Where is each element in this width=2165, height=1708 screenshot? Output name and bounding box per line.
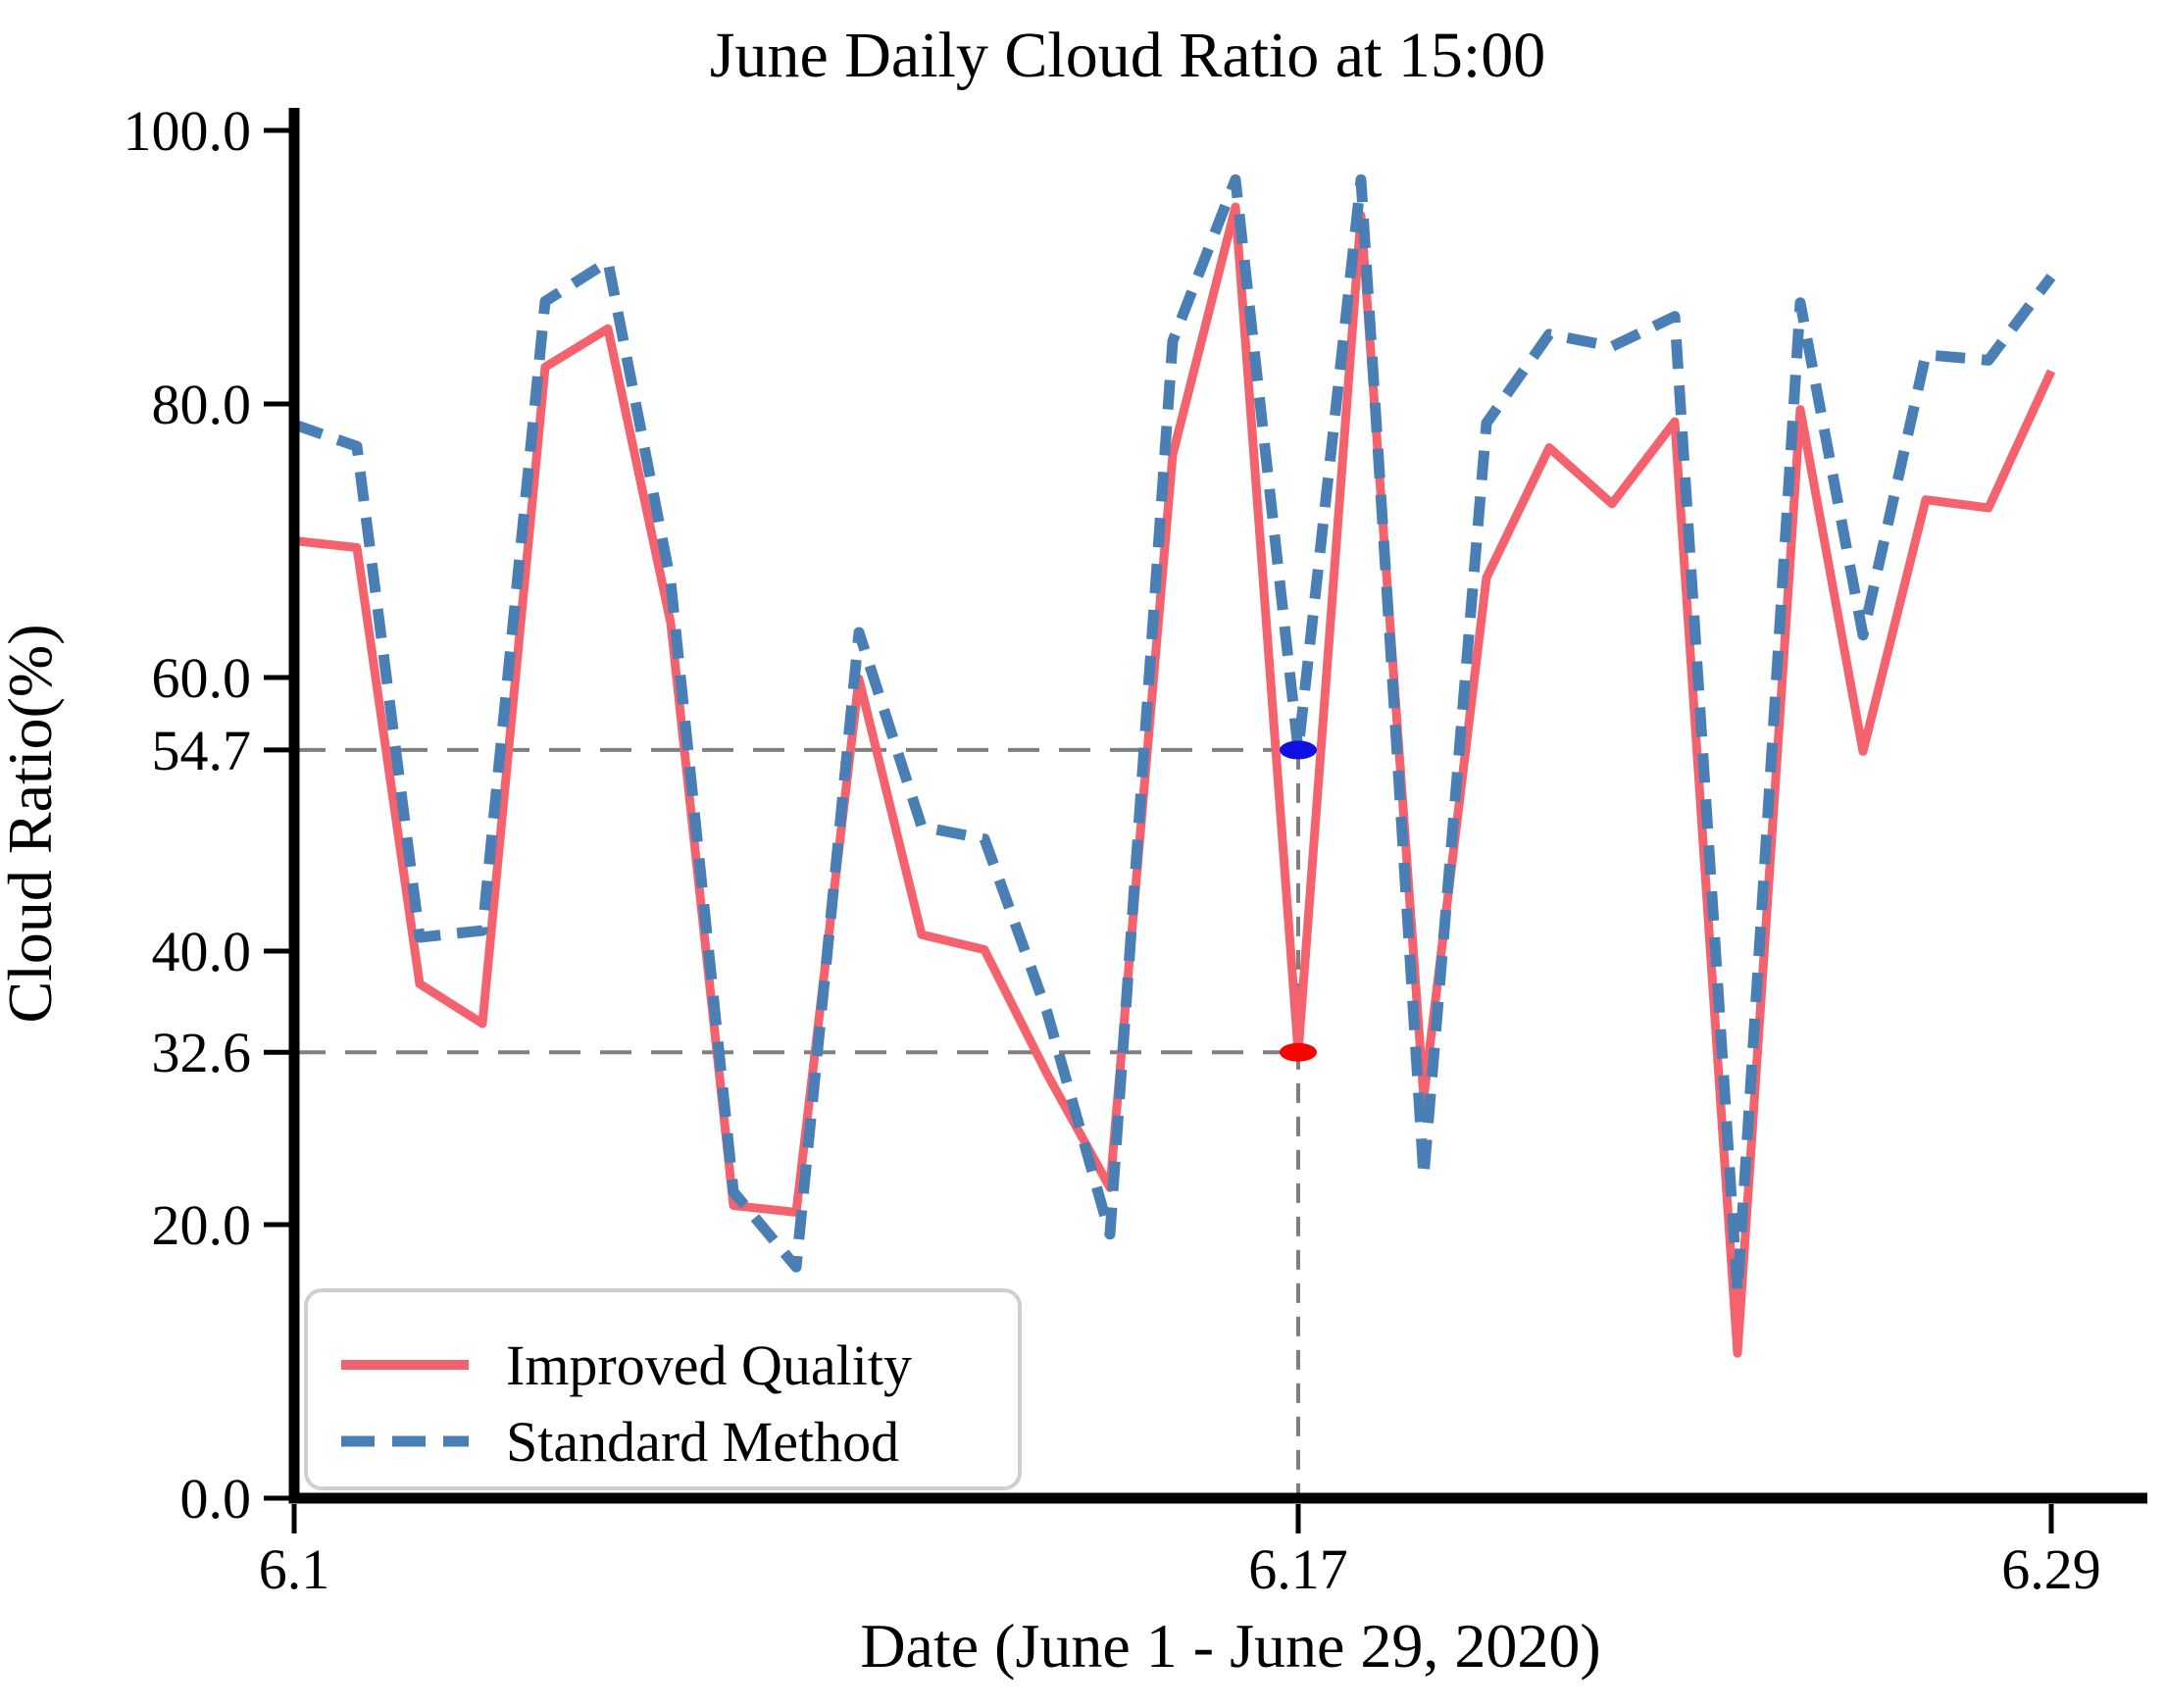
- y-axis-label: Cloud Ratio(%): [0, 624, 65, 1023]
- series-line-improved-quality: [293, 202, 2056, 1358]
- y-tick-label-40.0: 40.0: [152, 920, 252, 983]
- series-lines: [292, 174, 2056, 1358]
- x-tick-label-6.29: 6.29: [2001, 1537, 2101, 1601]
- x-tick-label-6.1: 6.1: [259, 1537, 330, 1601]
- y-tick-label-20.0: 20.0: [152, 1193, 252, 1257]
- y-tick-label-80.0: 80.0: [152, 373, 252, 436]
- y-tick-label-0.0: 0.0: [180, 1467, 252, 1531]
- axis-ticks: 0.0 20.0 32.6 40.0 54.7 60.0 80.0 100.0 6.1 6.17 6…: [124, 99, 2101, 1601]
- highlight-dot-standard-method: [1280, 740, 1317, 760]
- reference-dashed-lines: [294, 747, 1300, 1502]
- highlight-dot-improved-quality: [1280, 1042, 1317, 1062]
- y-tick-label-54.7: 54.7: [152, 719, 252, 782]
- legend-entry-improved-quality: Improved Quality: [506, 1333, 912, 1397]
- y-tick-label-32.6: 32.6: [152, 1021, 252, 1084]
- series-line-standard-method: [292, 174, 2056, 1297]
- legend-entry-standard-method: Standard Method: [506, 1410, 899, 1474]
- chart-title: June Daily Cloud Ratio at 15:00: [710, 20, 1545, 91]
- y-tick-label-100.0: 100.0: [124, 99, 252, 163]
- x-axis-label: Date (June 1 - June 29, 2020): [860, 1611, 1600, 1681]
- legend: Improved Quality Standard Method: [304, 1288, 1022, 1490]
- legend-box: [304, 1288, 1022, 1490]
- annotation-dots: [1280, 740, 1317, 1062]
- axes-spines: [288, 108, 2147, 1504]
- x-tick-label-6.17: 6.17: [1248, 1537, 1348, 1601]
- y-tick-label-60.0: 60.0: [152, 646, 252, 710]
